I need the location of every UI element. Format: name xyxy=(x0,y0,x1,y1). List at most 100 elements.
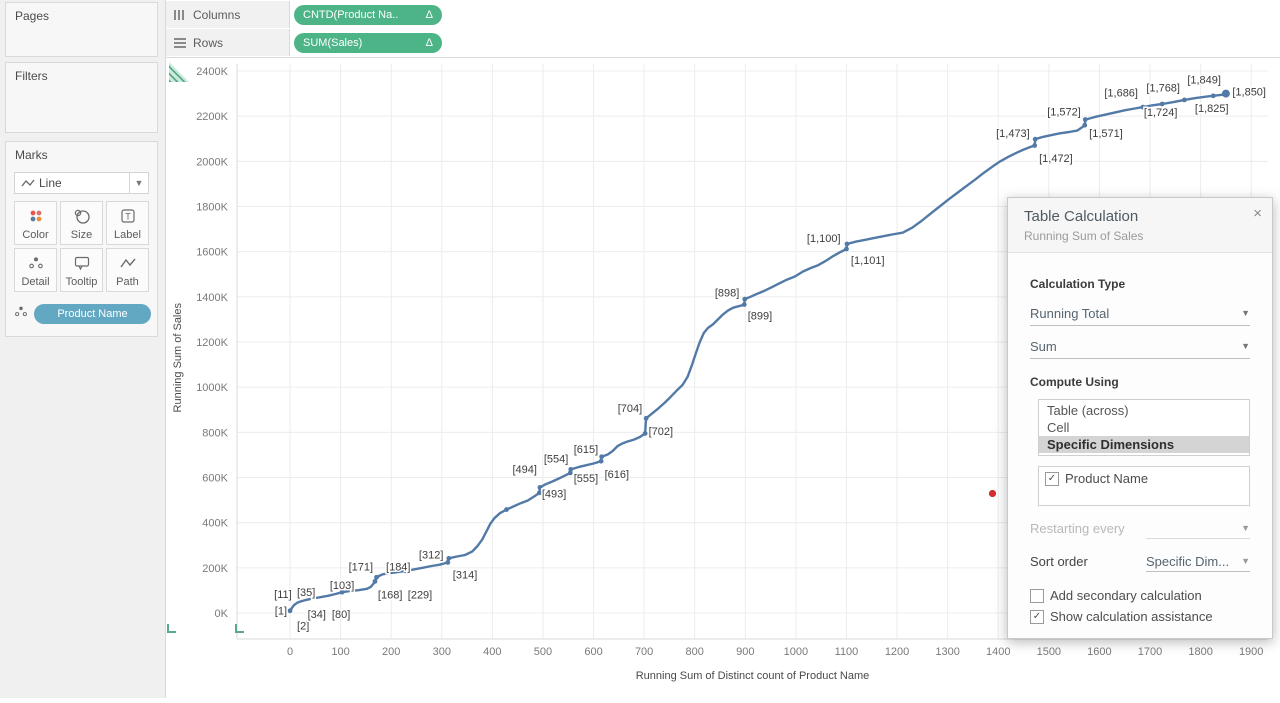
filters-label: Filters xyxy=(15,69,48,83)
axis-corner-mark-right xyxy=(235,624,244,633)
color-button[interactable]: Color xyxy=(14,201,57,245)
x-tick-label: 400 xyxy=(483,646,501,658)
listbox-option-specific-dimensions[interactable]: Specific Dimensions xyxy=(1039,436,1249,453)
mark-label: [1,571] xyxy=(1089,128,1123,140)
x-tick-label: 1600 xyxy=(1087,646,1111,658)
mark-label: [1,100] xyxy=(807,233,841,245)
calculation-type-heading: Calculation Type xyxy=(1030,277,1126,291)
x-tick-label: 100 xyxy=(331,646,349,658)
x-tick-label: 1000 xyxy=(784,646,808,658)
x-tick-label: 900 xyxy=(736,646,754,658)
aggregation-caret-icon: ▼ xyxy=(1241,341,1250,351)
y-tick-label: 800K xyxy=(202,427,228,439)
x-tick-label: 1200 xyxy=(885,646,909,658)
sort-order-label: Sort order xyxy=(1030,554,1088,569)
mark-label: [229] xyxy=(408,589,432,601)
mark-label: [494] xyxy=(512,464,536,476)
sort-order-row: Sort order Specific Dim... ▼ xyxy=(1030,551,1250,572)
aggregation-value: Sum xyxy=(1030,338,1057,354)
marks-buttons: Color Size T xyxy=(14,201,149,292)
data-point-marker xyxy=(741,302,747,307)
mark-type-value: Line xyxy=(39,176,62,190)
tooltip-button[interactable]: Tooltip xyxy=(60,248,103,292)
y-tick-label: 1600K xyxy=(196,247,228,259)
columns-pill[interactable]: CNTD(Product Na.. Δ xyxy=(294,4,442,25)
detail-icon xyxy=(28,249,44,276)
product-name-checkbox[interactable]: ✓ xyxy=(1045,471,1059,486)
y-tick-label: 600K xyxy=(202,473,228,485)
data-point-marker xyxy=(844,241,850,247)
x-tick-label: 1700 xyxy=(1138,646,1162,658)
mark-label: [1,849] xyxy=(1187,75,1221,87)
filters-panel[interactable]: Filters xyxy=(5,62,158,133)
mark-label: [171] xyxy=(349,562,373,574)
mark-label: [314] xyxy=(453,570,477,582)
aggregation-dropdown[interactable]: Sum ▼ xyxy=(1030,334,1250,359)
data-point-marker xyxy=(844,246,849,252)
y-tick-label: 400K xyxy=(202,518,228,530)
restarting-every-dropdown[interactable]: ▼ xyxy=(1146,518,1250,539)
listbox-option-table-across[interactable]: Table (across) xyxy=(1047,403,1129,418)
left-sidebar: Pages Filters Marks Line ▼ xyxy=(0,0,166,698)
mark-label: [2] xyxy=(297,620,309,632)
pages-label: Pages xyxy=(15,9,50,23)
data-point-marker xyxy=(339,589,345,595)
mark-label: [704] xyxy=(618,403,642,415)
data-point-marker xyxy=(642,431,648,436)
data-point-marker xyxy=(742,296,748,302)
show-assistance-label: Show calculation assistance xyxy=(1050,609,1213,624)
data-point-marker xyxy=(1082,122,1088,128)
y-tick-label: 2200K xyxy=(196,111,228,123)
series-line xyxy=(287,89,1230,614)
add-secondary-row[interactable]: Add secondary calculation xyxy=(1030,588,1252,603)
mark-label: [1,768] xyxy=(1146,83,1180,95)
columns-pill-delta-icon: Δ xyxy=(425,8,433,21)
size-button-label: Size xyxy=(70,229,93,241)
x-tick-label: 800 xyxy=(686,646,704,658)
label-button[interactable]: T Label xyxy=(106,201,149,245)
rows-pill-area[interactable]: SUM(Sales) Δ xyxy=(290,29,1280,56)
mark-label: [184] xyxy=(386,562,410,574)
rows-pill[interactable]: SUM(Sales) Δ xyxy=(294,32,442,53)
restarting-every-label: Restarting every xyxy=(1030,521,1125,536)
sort-order-dropdown[interactable]: Specific Dim... ▼ xyxy=(1146,551,1250,572)
mark-type-caret-icon[interactable]: ▼ xyxy=(129,173,148,193)
mark-type-select[interactable]: Line ▼ xyxy=(14,172,149,194)
columns-pill-area[interactable]: CNTD(Product Na.. Δ xyxy=(290,1,1280,28)
show-assistance-row[interactable]: ✓ Show calculation assistance xyxy=(1030,609,1252,624)
product-name-pill[interactable]: Product Name xyxy=(34,304,151,324)
rows-shelf: Rows SUM(Sales) Δ xyxy=(166,29,1280,56)
mark-label: [1,572] xyxy=(1047,107,1081,119)
product-name-checkbox-row[interactable]: ✓ Product Name xyxy=(1045,471,1249,486)
path-button[interactable]: Path xyxy=(106,248,149,292)
y-tick-label: 1800K xyxy=(196,202,228,214)
add-secondary-checkbox[interactable] xyxy=(1030,588,1044,603)
calculation-type-dropdown[interactable]: Running Total ▼ xyxy=(1030,301,1250,326)
mark-label: [899] xyxy=(748,310,772,322)
product-name-checkbox-label: Product Name xyxy=(1065,471,1149,486)
y-tick-label: 2000K xyxy=(196,156,228,168)
table-calculation-dialog: Table Calculation Running Sum of Sales ×… xyxy=(1007,197,1273,639)
axes: 0 100 200 300 400 500 600 700 800 900 1000 1100 1200… xyxy=(196,64,1268,658)
x-tick-label: 700 xyxy=(635,646,653,658)
mark-label: [1] xyxy=(275,606,287,618)
label-button-label: Label xyxy=(114,229,141,241)
dialog-body: Calculation Type Running Total ▼ Sum ▼ C… xyxy=(1008,253,1272,624)
pages-panel[interactable]: Pages xyxy=(5,2,158,57)
y-tick-label: 200K xyxy=(202,563,228,575)
mark-label: [11] xyxy=(274,589,292,601)
show-assistance-checkbox[interactable]: ✓ xyxy=(1030,609,1044,624)
close-icon[interactable]: × xyxy=(1253,205,1262,222)
mark-label: [1,101] xyxy=(851,255,885,267)
size-button[interactable]: Size xyxy=(60,201,103,245)
dialog-header: Table Calculation Running Sum of Sales × xyxy=(1008,198,1272,253)
calculation-type-value: Running Total xyxy=(1030,305,1110,321)
listbox-option-cell[interactable]: Cell xyxy=(1047,420,1070,435)
detail-button[interactable]: Detail xyxy=(14,248,57,292)
data-point-marker xyxy=(643,415,649,421)
y-tick-label: 1000K xyxy=(196,382,228,394)
columns-icon xyxy=(174,9,186,20)
x-tick-label: 1500 xyxy=(1037,646,1061,658)
data-point-marker xyxy=(1140,104,1146,110)
